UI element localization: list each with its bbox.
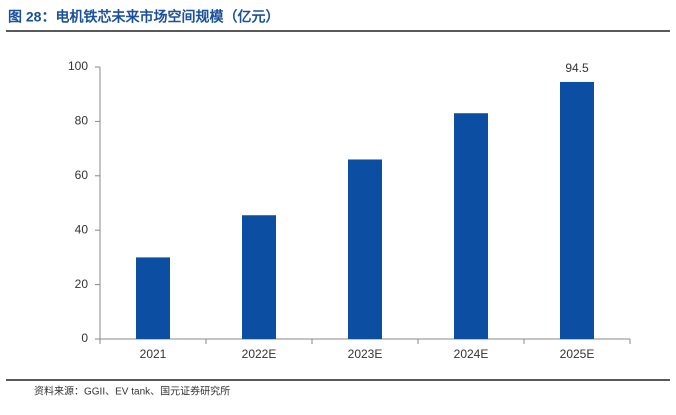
y-tick-label: 20 bbox=[75, 277, 89, 291]
y-tick-label: 100 bbox=[68, 59, 88, 73]
x-tick-label: 2022E bbox=[242, 347, 277, 361]
bar bbox=[560, 81, 594, 340]
x-tick-label: 2021 bbox=[140, 347, 167, 361]
x-tick-label: 2025E bbox=[560, 347, 595, 361]
bar bbox=[348, 159, 382, 339]
data-label: 94.5 bbox=[565, 61, 589, 75]
y-tick-label: 0 bbox=[81, 331, 88, 345]
bar bbox=[242, 215, 276, 339]
y-tick-label: 60 bbox=[75, 168, 89, 182]
y-tick-label: 80 bbox=[75, 114, 89, 128]
x-tick-label: 2023E bbox=[348, 347, 383, 361]
y-tick-label: 40 bbox=[75, 222, 89, 236]
chart-title: 图 28：电机铁芯未来市场空间规模（亿元） bbox=[8, 9, 279, 25]
bar bbox=[454, 113, 488, 340]
bar bbox=[136, 257, 170, 339]
x-tick-label: 2024E bbox=[454, 347, 489, 361]
source: 资料来源：GGII、EV tank、国元证券研究所 bbox=[34, 385, 230, 398]
